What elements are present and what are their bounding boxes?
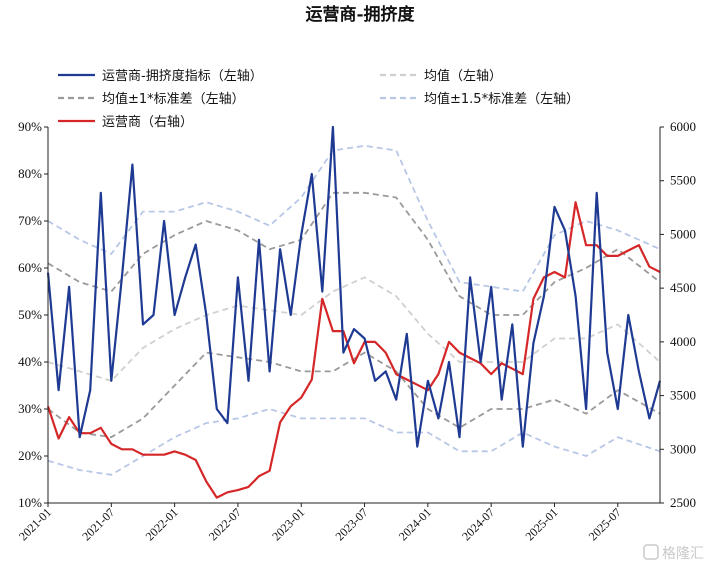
- y-right-tick-label: 4000: [670, 334, 696, 349]
- axes: 10% 20% 30% 40% 50% 60% 70% 80% 90% 2500 3000 3500 4…: [16, 119, 696, 543]
- legend-label-4: 运营商（右轴）: [102, 115, 193, 130]
- watermark-logo-icon: [643, 544, 659, 560]
- x-tick-label: 2025-07: [586, 505, 624, 543]
- x-tick-label: 2022-07: [206, 505, 244, 543]
- x-tick-label: 2021-01: [16, 505, 54, 543]
- legend-label-2: 均值±1*标准差（左轴）: [102, 91, 245, 107]
- legend-label-0: 运营商-拥挤度指标（左轴）: [102, 68, 263, 84]
- y-right-tick-label: 4500: [670, 280, 696, 295]
- y-right-tick-label: 5500: [670, 173, 696, 188]
- y-left-tick-label: 90%: [18, 119, 42, 134]
- x-tick-label: 2025-01: [522, 505, 560, 543]
- y-left-tick-label: 80%: [18, 166, 42, 181]
- series-line-3: [47, 351, 661, 439]
- x-tick-label: 2024-07: [459, 505, 497, 543]
- series-line-5: [47, 408, 661, 476]
- y-left-tick-label: 20%: [18, 448, 42, 463]
- y-left-tick-label: 70%: [18, 213, 42, 228]
- y-left-tick-label: 40%: [18, 354, 42, 369]
- y-left-tick-label: 30%: [18, 401, 42, 416]
- legend: 运营商-拥挤度指标（左轴） 均值（左轴） 均值±1*标准差（左轴） 均值±1.5*标准…: [58, 68, 579, 130]
- x-tick-label: 2021-07: [79, 505, 117, 543]
- x-tick-label: 2024-01: [396, 505, 434, 543]
- watermark-text: 格隆汇: [662, 546, 704, 562]
- plot-lines: [46, 125, 662, 499]
- series-line-2: [47, 191, 661, 316]
- y-left-tick-label: 60%: [18, 260, 42, 275]
- y-right-tick-label: 5000: [670, 226, 696, 241]
- y-right-tick-label: 6000: [670, 119, 696, 134]
- y-right-tick-label: 2500: [670, 495, 696, 510]
- y-right-tick-label: 3500: [670, 388, 696, 403]
- legend-label-3: 均值±1.5*标准差（左轴）: [424, 91, 579, 107]
- y-left-tick-label: 10%: [18, 495, 42, 510]
- y-left-tick-label: 50%: [18, 307, 42, 322]
- legend-label-1: 均值（左轴）: [424, 68, 502, 84]
- x-tick-label: 2023-07: [332, 505, 370, 543]
- series-line-6: [46, 201, 661, 499]
- chart-title: 运营商-拥挤度: [305, 4, 415, 25]
- series-line-0: [46, 125, 662, 448]
- x-tick-label: 2023-01: [269, 505, 307, 543]
- watermark: 格隆汇: [643, 544, 704, 562]
- y-right-tick-label: 3000: [670, 441, 696, 456]
- x-tick-label: 2022-01: [143, 505, 181, 543]
